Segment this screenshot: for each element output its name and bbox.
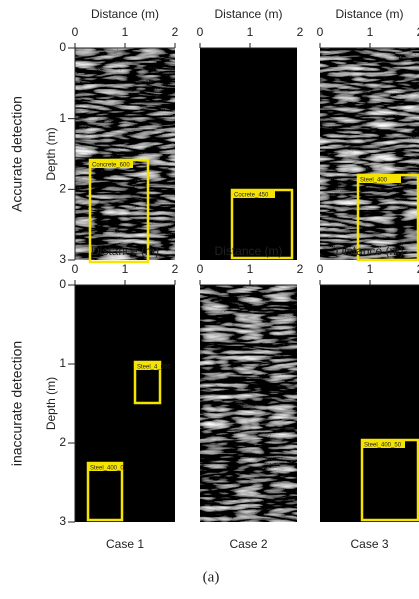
detection-label: Cocrete_450 <box>234 193 269 199</box>
case-label: Case 2 <box>229 537 267 551</box>
case-label: Case 1 <box>106 537 144 551</box>
y-tick-label: 1 <box>59 356 66 370</box>
radargram <box>200 285 297 522</box>
detection-label: Steel_400 <box>360 178 388 184</box>
x-tick-label: 2 <box>172 262 179 276</box>
row-label: Accurate detection <box>9 96 25 212</box>
x-tick-label: 0 <box>197 25 204 39</box>
x-axis-label: Distance (m) <box>214 244 282 258</box>
x-tick-label: 1 <box>247 25 254 39</box>
detection-label: Steel_400_50 <box>364 443 402 449</box>
y-tick-label: 3 <box>59 514 66 528</box>
y-tick-label: 0 <box>59 277 66 291</box>
x-tick-label: 2 <box>297 262 304 276</box>
radargram <box>320 285 419 522</box>
x-tick-label: 0 <box>72 262 79 276</box>
x-tick-label: 2 <box>172 25 179 39</box>
y-tick-label: 2 <box>59 182 66 196</box>
y-tick-label: 1 <box>59 111 66 125</box>
radargram <box>320 48 419 260</box>
x-tick-label: 1 <box>367 262 374 276</box>
detection-label: Steel_400_0 <box>90 466 124 472</box>
x-tick-label: 0 <box>317 262 324 276</box>
detection-label: Concrete_600 <box>92 163 130 169</box>
x-tick-label: 1 <box>247 262 254 276</box>
caption: (a) <box>203 569 220 585</box>
radargram <box>200 48 297 260</box>
x-tick-label: 2 <box>297 25 304 39</box>
row-label: inaccurate detection <box>9 341 25 466</box>
x-axis-label: Distance (m) <box>214 7 282 21</box>
x-tick-label: 0 <box>72 25 79 39</box>
x-tick-label: 1 <box>122 25 129 39</box>
figure: Accurate detection Depth (m) 0 1 2 3 Distance … <box>0 0 419 594</box>
x-axis-label: Distance (m) <box>335 7 403 21</box>
x-axis-label: Distance (m) <box>335 244 403 258</box>
x-tick-label: 1 <box>122 262 129 276</box>
x-axis-label: Distance (m) <box>91 7 159 21</box>
y-tick-label: 2 <box>59 435 66 449</box>
case-label: Case 3 <box>350 537 388 551</box>
x-axis-label: Distance (m) <box>91 244 159 258</box>
y-tick-label: 0 <box>59 40 66 54</box>
x-tick-label: 0 <box>197 262 204 276</box>
y-tick-label: 3 <box>59 252 66 266</box>
detection-label: Steel_4_650 <box>137 365 171 371</box>
y-axis-label: Depth (m) <box>44 377 58 430</box>
x-tick-label: 1 <box>367 25 374 39</box>
x-tick-label: 0 <box>317 25 324 39</box>
y-axis-label: Depth (m) <box>44 127 58 180</box>
